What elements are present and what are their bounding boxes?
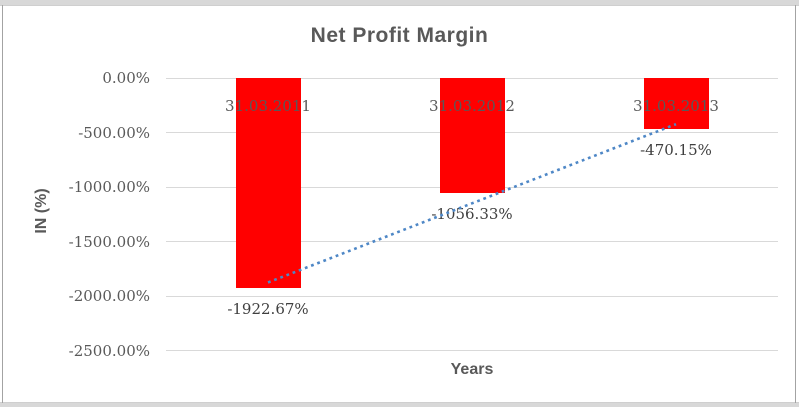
y-tick-label: -2000.00% <box>68 287 150 305</box>
y-tick-label: -1500.00% <box>68 232 150 251</box>
gridline--2000.00% <box>166 295 778 297</box>
data-label: -470.15% <box>640 141 712 160</box>
bar-31.03.2013 <box>643 78 709 130</box>
y-tick-label: -500.00% <box>78 123 150 142</box>
bar-31.03.2012 <box>439 78 505 194</box>
left-border-line <box>2 5 3 403</box>
top-border-strip <box>0 0 799 6</box>
category-label: 31.03.2012 <box>429 97 515 115</box>
bottom-border-strip <box>0 402 799 407</box>
y-tick-label: 0.00% <box>102 69 150 87</box>
data-label: -1056.33% <box>431 205 513 224</box>
category-label: 31.03.2011 <box>225 97 311 115</box>
y-tick-label: -1000.00% <box>68 178 150 196</box>
x-axis-title: Years <box>450 361 494 378</box>
chart-title: Net Profit Margin <box>310 24 489 47</box>
gridline--2500.00% <box>166 350 778 351</box>
y-axis-title: IN (%) <box>33 188 50 234</box>
data-label: -1922.67% <box>227 299 309 318</box>
category-label: 31.03.2013 <box>633 97 719 115</box>
y-tick-label: -2500.00% <box>68 341 150 360</box>
right-border-line <box>795 5 796 403</box>
